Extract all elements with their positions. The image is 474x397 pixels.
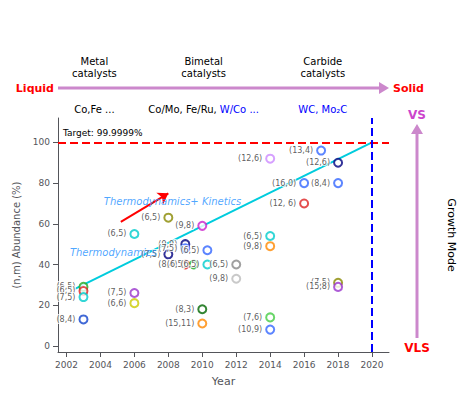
svg-text:(9,8): (9,8) xyxy=(243,242,262,251)
svg-text:(6,5): (6,5) xyxy=(141,213,160,222)
svg-text:Solid: Solid xyxy=(393,82,424,95)
svg-text:2002: 2002 xyxy=(55,360,78,370)
svg-text:2006: 2006 xyxy=(123,360,146,370)
svg-text:Thermodynamics: Thermodynamics xyxy=(70,247,157,258)
svg-text:0: 0 xyxy=(44,341,50,351)
svg-text:Co/Mo, Fe/Ru,: Co/Mo, Fe/Ru, xyxy=(148,104,220,115)
svg-text:(12,6): (12,6) xyxy=(238,154,262,163)
svg-text:(15,8): (15,8) xyxy=(306,282,330,291)
svg-text:(10,9): (10,9) xyxy=(238,325,262,334)
svg-text:2016: 2016 xyxy=(293,360,316,370)
svg-text:Liquid: Liquid xyxy=(16,82,54,95)
svg-text:80: 80 xyxy=(39,178,51,188)
svg-text:2018: 2018 xyxy=(327,360,350,370)
svg-text:(6,5): (6,5) xyxy=(180,246,199,255)
svg-text:(12, 6): (12, 6) xyxy=(270,199,297,208)
svg-text:20: 20 xyxy=(39,300,51,310)
svg-text:(7,5): (7,5) xyxy=(158,244,177,253)
svg-text:2008: 2008 xyxy=(157,360,180,370)
svg-text:2010: 2010 xyxy=(191,360,214,370)
svg-text:(9,8): (9,8) xyxy=(175,221,194,230)
svg-text:2014: 2014 xyxy=(259,360,282,370)
svg-text:Year: Year xyxy=(211,375,236,388)
svg-text:W/Co ...: W/Co ... xyxy=(220,104,259,115)
svg-text:(6,6): (6,6) xyxy=(107,299,126,308)
svg-text:Target: 99.9999%: Target: 99.9999% xyxy=(62,128,143,138)
svg-text:Thermodynamics+ Kinetics: Thermodynamics+ Kinetics xyxy=(104,196,241,207)
svg-text:VLS: VLS xyxy=(404,341,430,355)
svg-text:Metal: Metal xyxy=(81,56,109,67)
svg-text:(6,5): (6,5) xyxy=(166,260,186,269)
svg-text:2012: 2012 xyxy=(225,360,248,370)
svg-text:40: 40 xyxy=(39,260,51,270)
svg-text:(7,5): (7,5) xyxy=(107,288,126,297)
svg-text:(8,4): (8,4) xyxy=(56,315,75,324)
svg-text:(15,11): (15,11) xyxy=(165,319,194,328)
svg-text:Bimetal: Bimetal xyxy=(184,56,222,67)
svg-text:(8,4): (8,4) xyxy=(311,179,330,188)
svg-text:(7,5): (7,5) xyxy=(56,293,75,302)
svg-text:(6,5): (6,5) xyxy=(243,232,262,241)
svg-text:VS: VS xyxy=(408,108,426,122)
svg-text:(9,8): (9,8) xyxy=(209,274,228,283)
svg-text:WC, Mo₂C: WC, Mo₂C xyxy=(298,104,347,115)
svg-text:(16,0): (16,0) xyxy=(272,179,296,188)
svg-text:2020: 2020 xyxy=(361,360,384,370)
svg-text:(12,6): (12,6) xyxy=(306,158,330,167)
svg-text:100: 100 xyxy=(33,137,50,147)
svg-text:Co,Fe ...: Co,Fe ... xyxy=(74,104,114,115)
svg-text:catalysts: catalysts xyxy=(72,68,117,79)
svg-text:(6,5): (6,5) xyxy=(209,260,228,269)
svg-text:(8,3): (8,3) xyxy=(175,305,194,314)
svg-text:(6,5): (6,5) xyxy=(107,229,126,238)
svg-text:(6,5): (6,5) xyxy=(180,260,199,269)
svg-text:(7,6): (7,6) xyxy=(243,313,262,322)
svg-text:(n,m) Abundance (%): (n,m) Abundance (%) xyxy=(11,181,22,288)
svg-text:Carbide: Carbide xyxy=(303,56,342,67)
svg-text:(13,4): (13,4) xyxy=(289,146,313,155)
svg-text:catalysts: catalysts xyxy=(300,68,345,79)
svg-text:catalysts: catalysts xyxy=(181,68,226,79)
svg-text:60: 60 xyxy=(39,219,51,229)
svg-text:Growth Mode: Growth Mode xyxy=(445,198,458,272)
svg-text:2004: 2004 xyxy=(89,360,112,370)
